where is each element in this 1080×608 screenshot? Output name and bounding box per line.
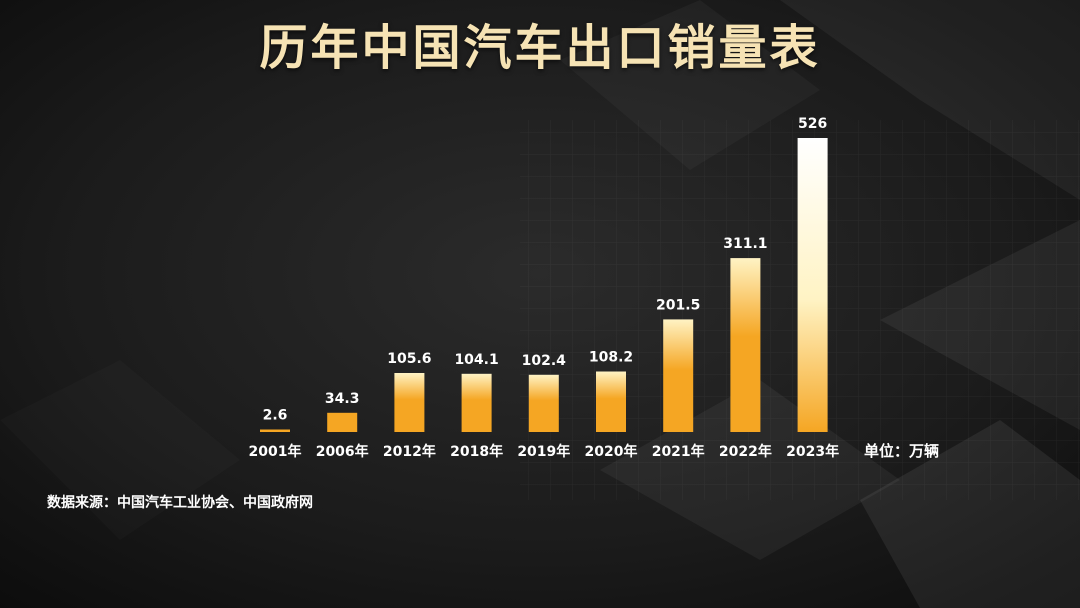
x-tick-label: 2006年 <box>316 443 369 460</box>
chart-title: 历年中国汽车出口销量表 <box>259 20 821 76</box>
bar-2006年 <box>327 412 358 432</box>
bar-2001年 <box>260 429 290 432</box>
value-label: 526 <box>798 116 827 132</box>
data-source: 数据来源：中国汽车工业协会、中国政府网 <box>47 495 313 511</box>
value-label: 311.1 <box>723 236 767 252</box>
unit-label: 单位：万辆 <box>864 442 939 460</box>
x-tick-label: 2001年 <box>249 443 302 460</box>
value-label: 105.6 <box>387 351 431 367</box>
x-tick-label: 2021年 <box>652 443 705 460</box>
bar-2021年 <box>663 319 694 432</box>
value-label: 2.6 <box>263 408 288 424</box>
value-label: 201.5 <box>656 297 700 313</box>
x-tick-label: 2019年 <box>517 443 570 460</box>
value-label: 104.1 <box>454 352 498 368</box>
bar-2012年 <box>394 373 425 432</box>
x-tick-label: 2022年 <box>719 443 772 460</box>
bar-2022年 <box>730 258 761 432</box>
value-label: 102.4 <box>522 353 567 369</box>
bar-2018年 <box>461 373 492 432</box>
value-label: 108.2 <box>589 350 633 366</box>
bar-2020年 <box>596 371 626 432</box>
bar-2019年 <box>528 374 559 432</box>
x-tick-label: 2018年 <box>450 443 503 460</box>
x-tick-label: 2012年 <box>383 443 436 460</box>
bar-2023年 <box>797 138 828 432</box>
x-tick-label: 2020年 <box>585 443 638 460</box>
x-tick-label: 2023年 <box>786 443 839 460</box>
value-label: 34.3 <box>325 391 360 407</box>
